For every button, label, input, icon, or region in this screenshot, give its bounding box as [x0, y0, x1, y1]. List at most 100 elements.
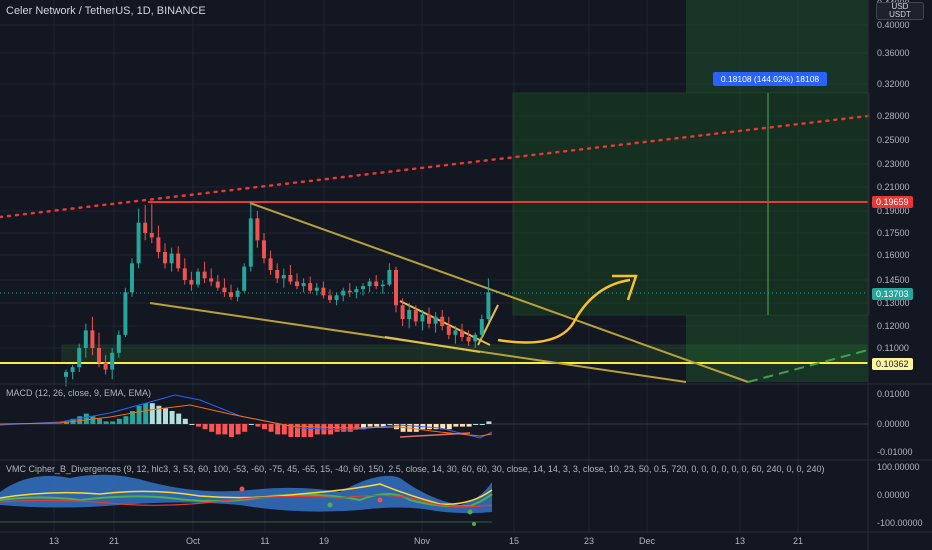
candle-body: [116, 334, 121, 353]
time-tick-label: 23: [584, 536, 594, 546]
candle-body: [110, 352, 115, 370]
macd-bar: [440, 424, 446, 430]
candle-body: [328, 295, 332, 300]
macd-bar: [103, 421, 109, 424]
time-axis[interactable]: 13 21 Oct 11 19 Nov 15 23 Dec 13 21: [49, 536, 803, 546]
vmc-tick-label: 0.00000: [877, 490, 910, 500]
macd-bar: [229, 424, 234, 437]
macd-bar: [473, 424, 479, 425]
candle-body: [394, 270, 398, 306]
macd-bar: [380, 424, 386, 427]
macd-bar: [136, 405, 142, 424]
macd-bar: [255, 424, 261, 427]
wedge-upper-line: [249, 202, 749, 383]
time-tick-label: 11: [260, 536, 269, 546]
macd-bar: [116, 418, 122, 424]
small-wedge-lower: [384, 336, 481, 353]
macd-bar: [314, 424, 320, 435]
macd-tick-label: 0.00000: [877, 419, 910, 429]
candle-body: [77, 348, 82, 368]
candle-body: [466, 337, 471, 342]
vmc-wave-area: [0, 474, 492, 514]
price-tick-label: 0.19000: [877, 206, 910, 216]
candle-body: [163, 252, 167, 264]
time-tick-label: 13: [49, 536, 59, 546]
macd-bar: [367, 424, 373, 427]
candle-body: [103, 362, 108, 370]
time-tick-label: 15: [509, 536, 519, 546]
candle-body: [196, 271, 200, 285]
macd-bar: [90, 416, 96, 424]
time-tick-label: Dec: [639, 536, 656, 546]
candle-body: [460, 330, 464, 337]
candle-body: [222, 287, 227, 293]
price-axis[interactable]: 0.40000 0.36000 0.32000 0.28000 0.25000 0.230…: [877, 0, 923, 528]
candle-body: [354, 289, 359, 293]
symbol-title[interactable]: Celer Network / TetherUS, 1D, BINANCE: [6, 5, 206, 17]
candle-body: [130, 263, 134, 293]
candle-body: [83, 330, 88, 348]
macd-bar: [413, 424, 419, 432]
candle-body: [268, 258, 273, 270]
macd-bar: [479, 424, 485, 425]
candle-body: [229, 292, 233, 297]
support-price-tag: 0.10362: [872, 358, 913, 370]
candle-body: [169, 253, 174, 264]
price-tick-label: 0.21000: [877, 182, 910, 192]
candle-body: [374, 281, 379, 287]
candle-body: [189, 280, 194, 285]
candle-body: [486, 292, 491, 320]
dashed-green-trend: [747, 349, 869, 383]
macd-bar: [374, 424, 380, 427]
macd-bar: [202, 424, 208, 430]
price-tick-label: 0.13000: [877, 298, 910, 308]
macd-bar: [361, 424, 366, 430]
candles: [64, 203, 491, 387]
candle-body: [149, 233, 154, 238]
macd-bar: [123, 416, 129, 424]
candle-body: [182, 268, 187, 280]
candle-body: [347, 290, 352, 293]
macd-bar: [387, 424, 393, 425]
candle-body: [361, 286, 365, 290]
currency-top: USD: [891, 2, 909, 11]
vmc-dot: [467, 509, 473, 515]
candle-body: [321, 287, 326, 296]
candle-body: [407, 309, 412, 320]
macd-bar: [460, 424, 465, 427]
macd-bar: [308, 424, 314, 437]
target-zone-box: [512, 92, 870, 316]
macd-bar: [130, 411, 135, 424]
candle-body: [440, 316, 445, 326]
macd-bar: [143, 403, 149, 424]
macd-bar: [486, 421, 492, 424]
position-label: 0.18108 (144.02%) 18108: [713, 72, 827, 86]
candle-body: [209, 278, 214, 282]
price-tick-label: 0.23000: [877, 159, 910, 169]
dotted-resistance-trendline: [0, 114, 870, 219]
vmc-tick-label: -100.00000: [877, 518, 923, 528]
macd-label[interactable]: MACD (12, 26, close, 9, EMA, EMA): [6, 388, 152, 398]
candle-body: [380, 284, 385, 287]
macd-divergence-line: [399, 432, 471, 438]
macd-bar: [196, 424, 201, 427]
macd-tick-label: -0.01000: [877, 447, 913, 457]
candle-body: [255, 218, 260, 241]
candle-body: [413, 309, 418, 322]
macd-bar: [248, 424, 254, 425]
candle-body: [235, 290, 240, 297]
candle-body: [242, 266, 247, 291]
resistance-price-tag: 0.19659: [872, 196, 913, 208]
vmc-tick-label: 100.00000: [877, 462, 920, 472]
currency-toggle[interactable]: USD USDT: [876, 2, 924, 20]
candle-body: [400, 305, 405, 320]
macd-tick-label: 0.01000: [877, 389, 910, 399]
macd-bar: [209, 424, 215, 432]
vmc-label[interactable]: VMC Cipher_B_Divergences (9, 12, hlc3, 3…: [6, 464, 825, 474]
candle-body: [473, 334, 478, 342]
vmc-dot: [327, 502, 333, 508]
macd-bar: [433, 424, 439, 430]
macd-bar: [275, 424, 281, 435]
macd-bar: [169, 411, 175, 424]
